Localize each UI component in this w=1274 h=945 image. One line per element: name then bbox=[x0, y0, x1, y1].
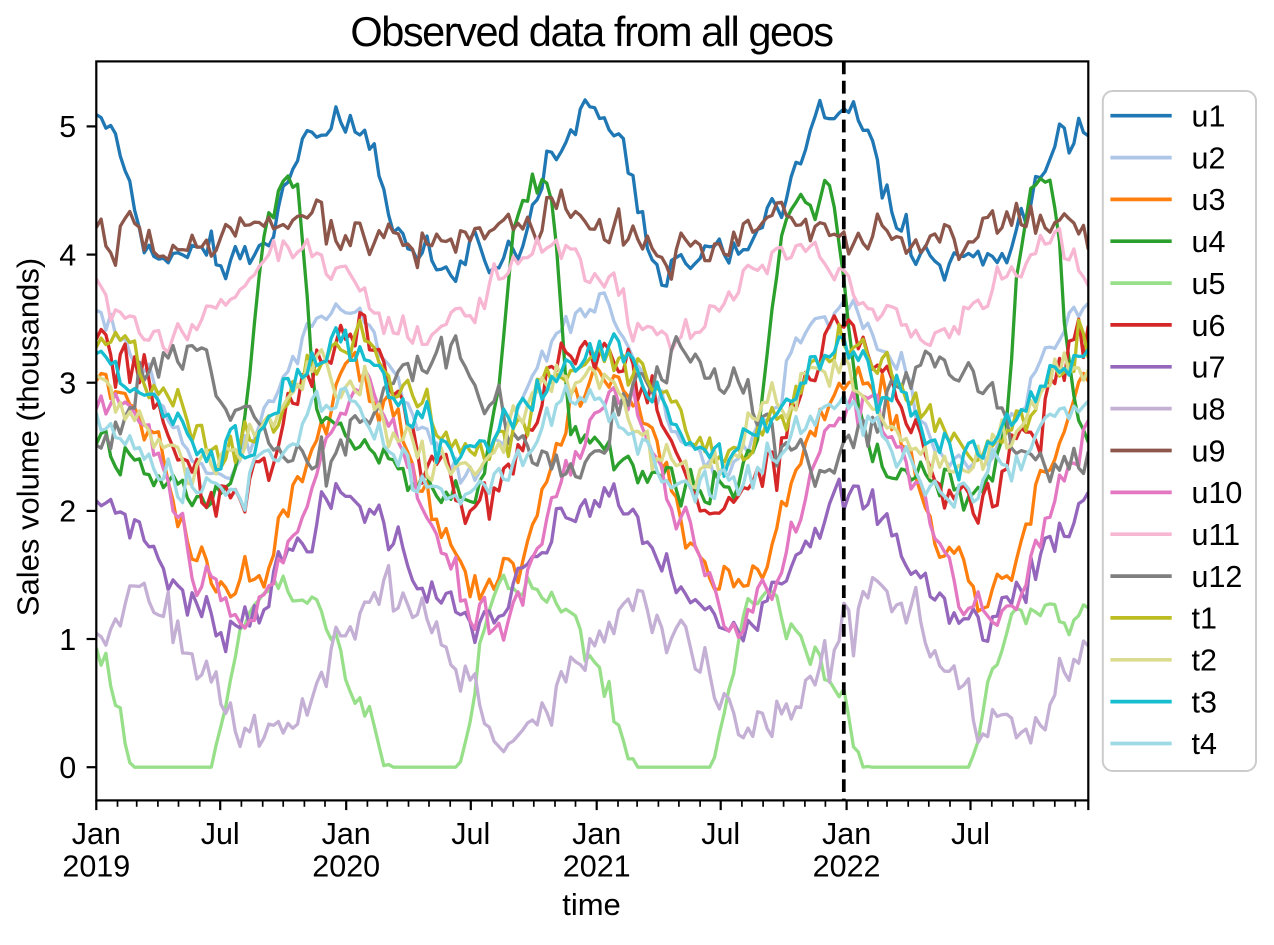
svg-text:Jul: Jul bbox=[701, 817, 740, 851]
svg-text:Jul: Jul bbox=[201, 817, 240, 851]
svg-text:Observed data from all geos: Observed data from all geos bbox=[350, 8, 833, 55]
svg-text:2019: 2019 bbox=[62, 850, 130, 884]
svg-text:2021: 2021 bbox=[563, 850, 631, 884]
svg-text:Jan: Jan bbox=[572, 817, 621, 851]
svg-text:u3: u3 bbox=[1192, 183, 1226, 217]
svg-text:time: time bbox=[562, 887, 621, 922]
svg-text:2022: 2022 bbox=[813, 850, 881, 884]
svg-text:u6: u6 bbox=[1192, 309, 1226, 343]
svg-text:Jul: Jul bbox=[951, 817, 990, 851]
svg-text:Sales volume (thousands): Sales volume (thousands) bbox=[11, 258, 46, 616]
svg-text:u10: u10 bbox=[1192, 476, 1243, 510]
svg-text:u1: u1 bbox=[1192, 100, 1226, 134]
svg-text:u9: u9 bbox=[1192, 434, 1226, 468]
svg-text:Jan: Jan bbox=[822, 817, 871, 851]
svg-text:0: 0 bbox=[59, 751, 76, 785]
svg-text:t3: t3 bbox=[1192, 685, 1217, 719]
svg-text:u12: u12 bbox=[1192, 560, 1243, 594]
svg-text:4: 4 bbox=[59, 238, 76, 272]
svg-text:t1: t1 bbox=[1192, 602, 1217, 636]
svg-text:u5: u5 bbox=[1192, 267, 1226, 301]
svg-text:t2: t2 bbox=[1192, 644, 1217, 678]
svg-text:5: 5 bbox=[59, 110, 76, 144]
svg-text:u8: u8 bbox=[1192, 392, 1226, 426]
svg-text:u2: u2 bbox=[1192, 141, 1226, 175]
svg-text:3: 3 bbox=[59, 367, 76, 401]
svg-text:Jul: Jul bbox=[451, 817, 490, 851]
svg-text:2020: 2020 bbox=[312, 850, 380, 884]
svg-text:Jan: Jan bbox=[322, 817, 371, 851]
svg-text:u11: u11 bbox=[1192, 518, 1241, 552]
svg-text:Jan: Jan bbox=[72, 817, 121, 851]
svg-text:2: 2 bbox=[59, 495, 76, 529]
svg-text:u4: u4 bbox=[1192, 225, 1226, 259]
svg-text:t4: t4 bbox=[1192, 727, 1217, 761]
svg-text:1: 1 bbox=[59, 623, 76, 657]
svg-text:u7: u7 bbox=[1192, 351, 1226, 385]
